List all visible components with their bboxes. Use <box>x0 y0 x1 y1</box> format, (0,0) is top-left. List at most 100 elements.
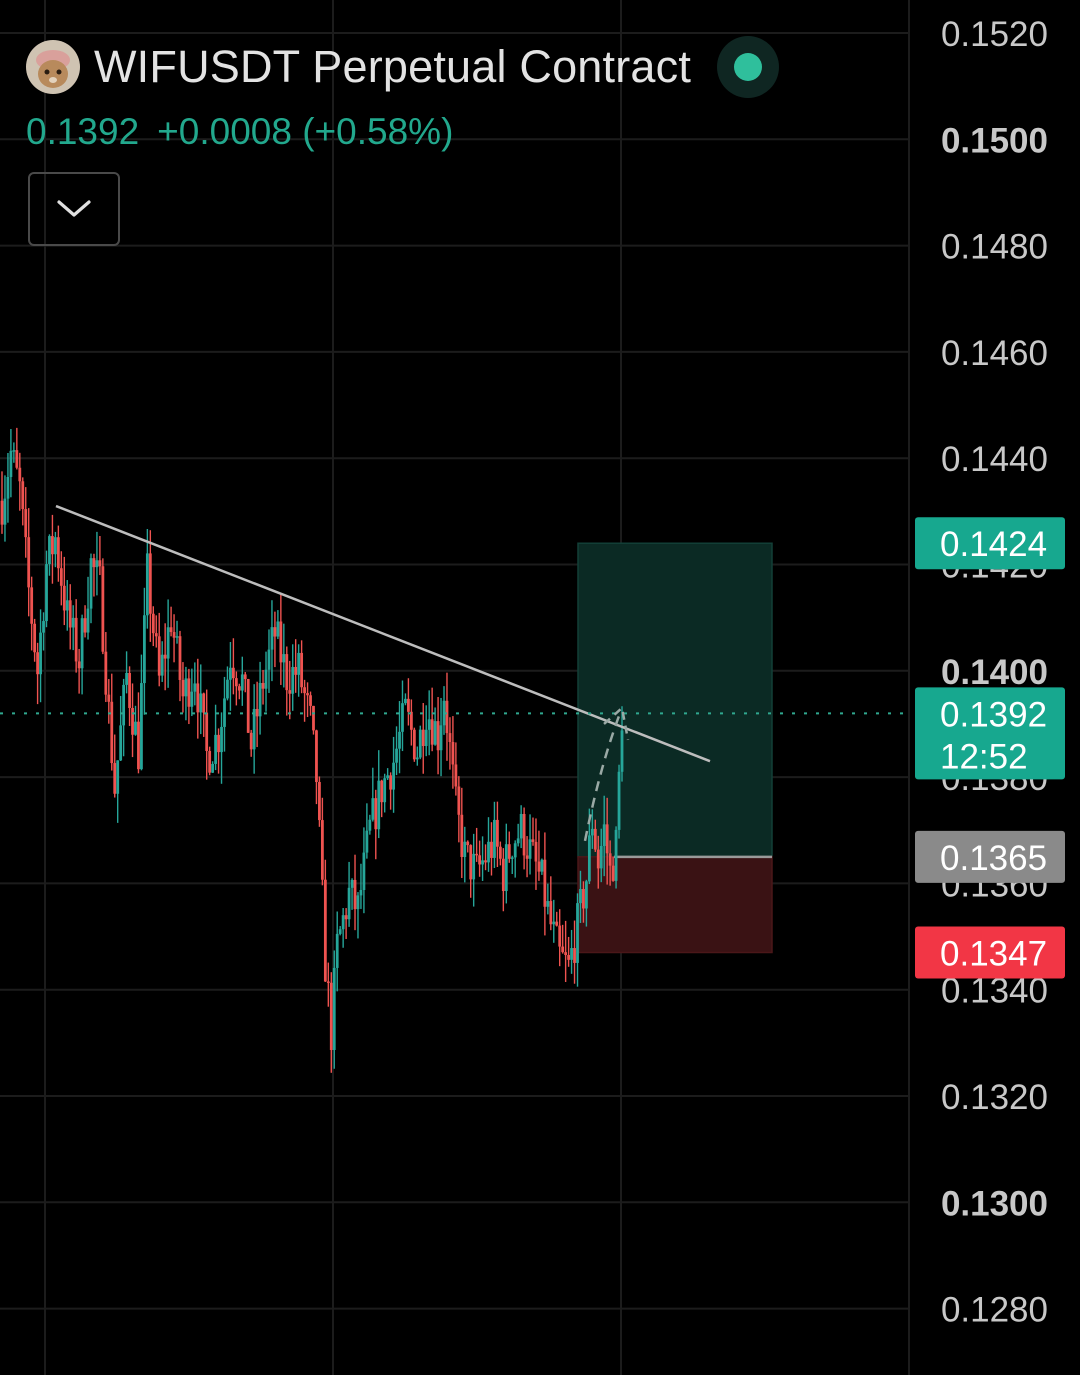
stop-loss-tag[interactable]: 0.1347 <box>915 926 1065 979</box>
price-tick-label: 0.1400 <box>941 653 1048 692</box>
candle <box>285 646 289 716</box>
chart-grid <box>0 0 910 1375</box>
candle <box>593 819 597 852</box>
candle <box>389 772 393 810</box>
candle <box>65 580 69 631</box>
candle <box>365 803 369 859</box>
candle <box>249 729 253 757</box>
take-profit-zone[interactable] <box>577 542 773 858</box>
symbol-header[interactable]: WIFUSDT Perpetual Contract <box>26 36 780 98</box>
candle <box>211 761 215 773</box>
candle <box>53 531 57 568</box>
candle <box>409 699 413 746</box>
candle <box>398 701 401 774</box>
candle <box>142 587 146 715</box>
candle <box>501 848 505 912</box>
candle <box>404 693 407 706</box>
candle <box>6 453 10 523</box>
candle <box>217 728 220 774</box>
candle <box>89 553 93 624</box>
candle <box>620 706 624 782</box>
candle <box>12 442 16 463</box>
candle <box>39 609 42 703</box>
collapse-toggle-button[interactable] <box>28 172 120 246</box>
candle <box>323 859 327 982</box>
entry-price-tag[interactable]: 0.1365 <box>915 830 1065 883</box>
price-tick-label: 0.1280 <box>941 1291 1048 1330</box>
take-profit-tag-value: 0.1424 <box>940 525 1047 564</box>
candle <box>68 584 72 650</box>
candle <box>540 858 544 875</box>
candle <box>490 822 493 876</box>
candle <box>552 899 556 943</box>
candle <box>267 629 271 693</box>
candle <box>208 746 212 776</box>
price-change: +0.0008 (+0.58%) <box>157 111 454 152</box>
projection-arrow[interactable] <box>583 712 622 842</box>
candle <box>15 427 19 470</box>
candle <box>131 683 134 758</box>
candle <box>463 826 467 883</box>
candle <box>86 576 90 640</box>
token-avatar-icon <box>26 40 80 94</box>
candle <box>234 671 238 706</box>
candle <box>223 676 226 752</box>
candle <box>537 830 541 881</box>
candle <box>246 678 250 734</box>
candle <box>368 814 372 835</box>
symbol-title: WIFUSDT Perpetual Contract <box>94 41 692 92</box>
candle <box>276 610 280 640</box>
candle <box>140 654 143 771</box>
price-tick-label: 0.1480 <box>941 228 1048 267</box>
candle <box>487 817 490 872</box>
candle <box>457 776 461 843</box>
chevron-down-icon <box>57 200 91 217</box>
price-tick-label: 0.1460 <box>941 334 1048 373</box>
candle <box>448 717 452 770</box>
candle <box>36 642 39 705</box>
candle <box>273 611 277 668</box>
candle <box>439 697 443 777</box>
projection-arrowhead <box>603 705 630 741</box>
candle <box>573 920 576 984</box>
candle <box>362 827 366 914</box>
candle <box>350 878 354 910</box>
candle <box>71 605 75 651</box>
candle <box>395 726 398 776</box>
candle <box>137 692 140 774</box>
candle <box>433 707 437 746</box>
candle <box>608 840 612 886</box>
candle <box>3 475 7 542</box>
take-profit-tag[interactable]: 0.1424 <box>915 517 1065 570</box>
candle <box>561 924 565 954</box>
candle <box>570 929 573 974</box>
candle <box>240 656 244 706</box>
candle <box>374 789 378 860</box>
candle <box>229 642 232 711</box>
candle <box>531 817 535 846</box>
candle <box>145 529 149 629</box>
candle <box>199 664 203 735</box>
candle <box>326 962 330 1007</box>
candle <box>125 651 128 694</box>
candle <box>312 705 315 735</box>
candle <box>549 876 553 931</box>
candle <box>33 618 37 662</box>
candle <box>335 911 339 992</box>
candle <box>478 840 482 877</box>
candle <box>596 835 600 889</box>
candle <box>430 687 434 752</box>
price-quote: 0.1392 +0.0008 (+0.58%) <box>26 111 453 153</box>
candle <box>484 844 487 871</box>
trendline[interactable] <box>55 504 711 763</box>
candle <box>472 833 476 907</box>
candle <box>56 525 60 582</box>
chart-overlays <box>0 504 910 842</box>
candle <box>353 854 357 931</box>
candle <box>193 662 197 706</box>
candle <box>243 672 247 693</box>
candlestick-series <box>0 427 624 1073</box>
candle <box>332 950 336 1069</box>
